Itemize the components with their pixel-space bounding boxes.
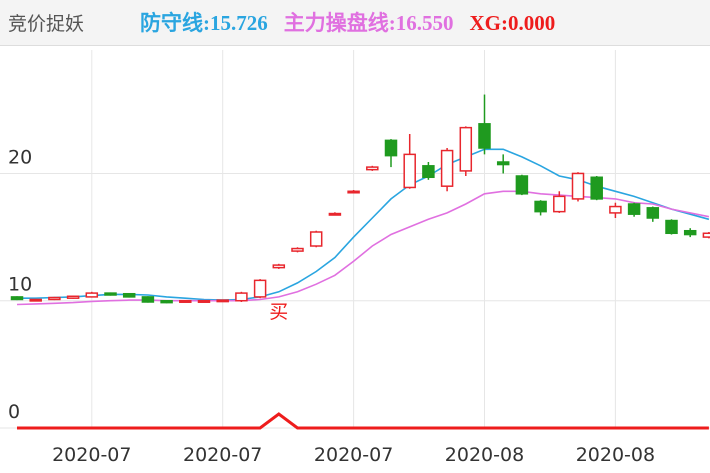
x-tick-label: 2020-07: [314, 444, 393, 466]
candle-body: [384, 139, 398, 157]
legend-name: 防守线: [140, 11, 203, 35]
candle-body: [534, 200, 547, 213]
y-tick-label: 20: [8, 146, 32, 168]
candle-body: [590, 176, 603, 200]
candle-body: [160, 299, 173, 304]
candle-body: [29, 298, 42, 302]
candle-body: [235, 292, 248, 302]
x-tick-label: 2020-07: [183, 444, 262, 466]
legend-separator: :: [501, 11, 508, 35]
candle-body: [272, 264, 286, 269]
y-tick-label: 0: [8, 401, 20, 423]
candle-body: [609, 205, 622, 214]
candle-body: [683, 229, 697, 236]
candle-body: [216, 299, 229, 303]
legend-separator: :: [203, 11, 210, 35]
candle-body: [197, 299, 211, 303]
candle-body: [10, 296, 24, 301]
candle-body: [309, 231, 323, 247]
candle-body: [179, 299, 192, 303]
legend-value: 16.550: [396, 11, 454, 35]
x-tick-label: 2020-08: [445, 444, 524, 466]
candle-body: [440, 149, 454, 187]
header-bg: [0, 0, 710, 45]
candle-body: [627, 203, 641, 215]
indicator-line: [16, 190, 710, 306]
x-tick-label: 2020-08: [576, 444, 655, 466]
candle-body: [104, 292, 117, 296]
candle-body: [459, 126, 473, 172]
candle-body: [571, 172, 585, 200]
legend-value: 15.726: [210, 11, 268, 35]
candle-body: [403, 153, 416, 189]
candle-body: [66, 295, 80, 299]
candle-body: [665, 219, 678, 235]
candle-body: [478, 123, 491, 149]
candle-body: [85, 292, 99, 298]
signal-line: [17, 412, 709, 430]
candle-body: [702, 232, 710, 238]
y-tick-label: 10: [8, 274, 32, 296]
legend-name: XG: [470, 11, 502, 35]
candle-body: [646, 207, 660, 219]
candle-body: [553, 195, 566, 213]
candle-body: [515, 175, 529, 195]
candle-body: [253, 279, 267, 298]
candle-body: [291, 247, 304, 252]
annotation: 买: [269, 301, 288, 323]
legend-value: 0.000: [508, 11, 555, 35]
candle-body: [48, 296, 61, 301]
x-tick-label: 2020-07: [52, 444, 131, 466]
candle-body: [366, 166, 379, 171]
candle-body: [141, 296, 155, 303]
candle-body: [328, 212, 342, 216]
candle-body: [122, 292, 136, 298]
legend-separator: :: [389, 11, 396, 35]
indicator-line: [17, 148, 710, 301]
legend-name: 主力操盘线: [284, 11, 389, 35]
candle-body: [496, 161, 510, 166]
candle-body: [347, 190, 360, 194]
indicator-values: 防守线:15.726 主力操盘线:16.550 XG:0.000: [140, 11, 555, 35]
chart-title: 竞价捉妖: [8, 13, 84, 35]
candle-body: [422, 165, 435, 179]
